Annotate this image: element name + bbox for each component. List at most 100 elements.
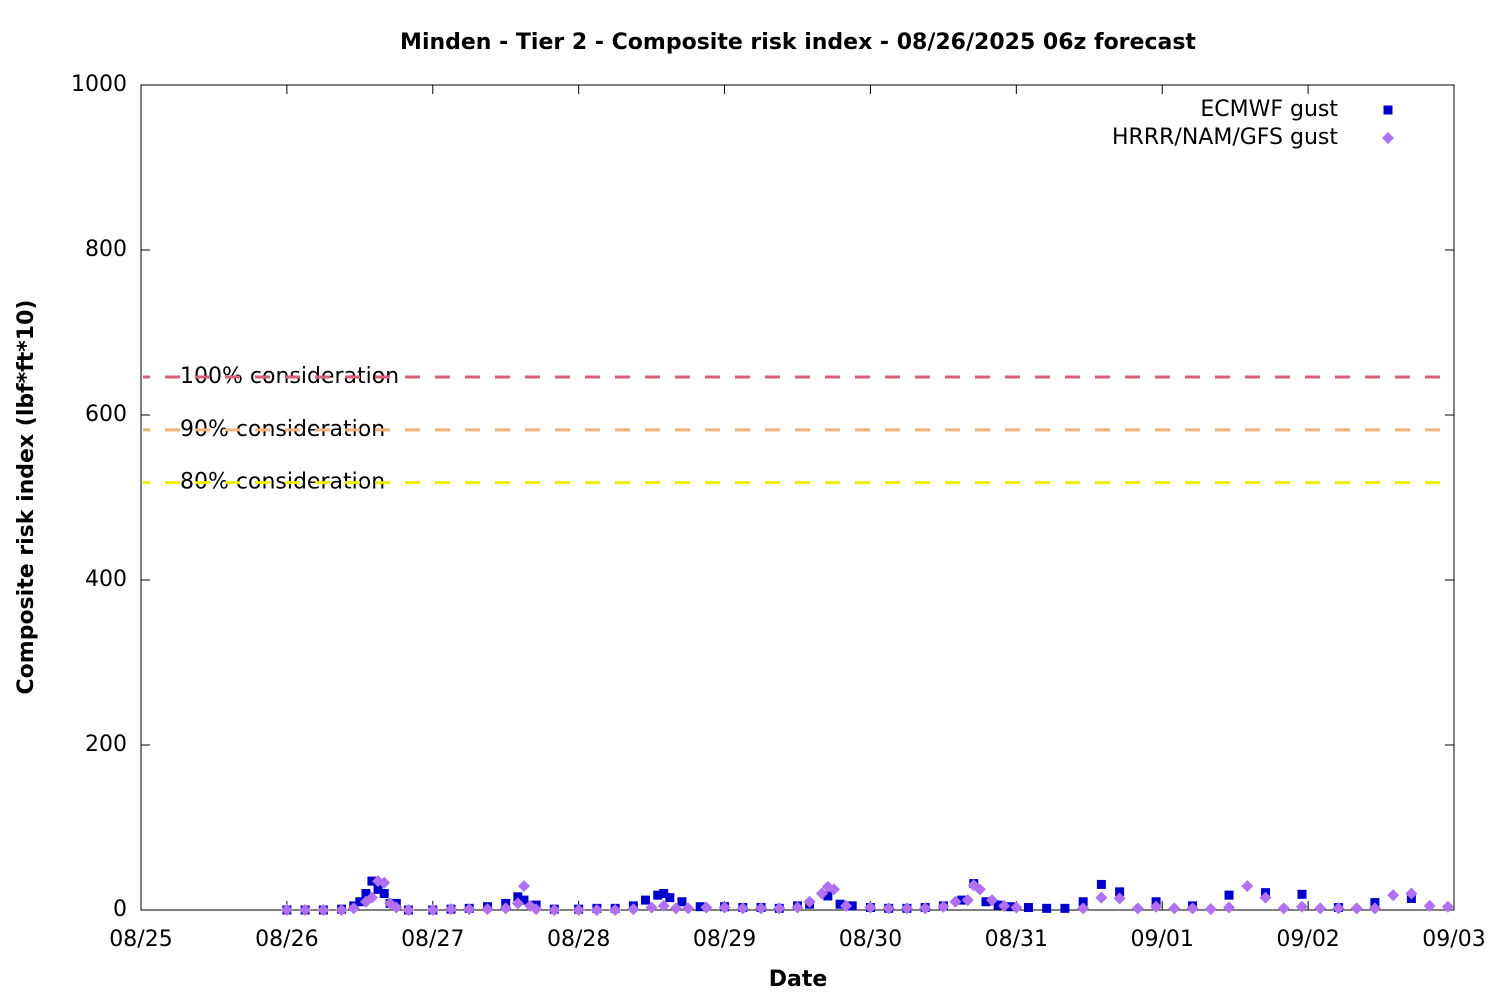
data-point <box>957 895 967 905</box>
y-tick-label: 200 <box>85 732 127 757</box>
data-point <box>1223 901 1236 914</box>
x-tick-label: 09/02 <box>1276 927 1339 952</box>
data-point <box>548 904 561 916</box>
chart-title: Minden - Tier 2 - Composite risk index -… <box>400 30 1196 55</box>
data-point <box>1095 891 1108 904</box>
data-point <box>718 901 731 914</box>
data-point <box>463 903 476 916</box>
data-point <box>373 884 383 894</box>
data-point <box>682 902 695 915</box>
data-point <box>379 889 389 898</box>
data-point <box>827 883 840 896</box>
x-tick-label: 08/27 <box>401 927 464 952</box>
data-point <box>1042 903 1052 913</box>
data-point <box>645 901 658 914</box>
data-point <box>1168 902 1181 915</box>
x-tick-label: 08/31 <box>985 927 1048 952</box>
data-point <box>627 903 640 916</box>
y-tick-label: 600 <box>85 402 127 427</box>
x-tick-label: 08/29 <box>693 927 756 952</box>
data-point <box>1368 902 1381 915</box>
data-point <box>840 899 853 912</box>
data-point <box>590 904 603 916</box>
data-point <box>1010 901 1023 914</box>
data-point <box>1186 902 1199 915</box>
data-point <box>659 889 669 898</box>
data-point <box>1113 892 1126 905</box>
x-tick-label: 09/03 <box>1422 927 1485 952</box>
data-point <box>572 904 585 916</box>
x-axis-label: Date <box>769 967 828 992</box>
data-point <box>1259 891 1272 904</box>
legend-label: ECMWF gust <box>1200 97 1338 122</box>
data-point <box>653 890 663 900</box>
data-point <box>367 876 377 886</box>
data-point <box>1441 900 1454 913</box>
y-tick-label: 800 <box>85 237 127 262</box>
legend-label: HRRR/NAM/GFS gust <box>1112 125 1338 150</box>
data-point <box>1350 902 1363 915</box>
data-point <box>426 904 439 916</box>
data-point <box>361 889 371 898</box>
data-point <box>499 902 512 915</box>
data-point <box>700 901 713 914</box>
data-point <box>847 901 857 911</box>
legend-marker <box>1382 132 1394 144</box>
data-point <box>1150 900 1163 913</box>
data-point <box>519 895 529 905</box>
data-point <box>1332 902 1345 915</box>
x-tick-label: 09/01 <box>1131 927 1194 952</box>
data-point <box>355 897 365 907</box>
y-tick-label: 400 <box>85 567 127 592</box>
x-tick-label: 08/28 <box>547 927 610 952</box>
data-point <box>1060 903 1070 913</box>
data-point <box>1405 887 1418 900</box>
data-point <box>280 904 293 916</box>
data-point <box>736 902 749 915</box>
data-point <box>1115 887 1125 897</box>
data-point <box>1387 889 1400 902</box>
data-point <box>365 891 378 904</box>
data-point <box>317 904 330 916</box>
data-point <box>665 893 675 903</box>
data-point <box>390 901 403 914</box>
data-point <box>1078 897 1088 907</box>
data-point <box>773 902 786 915</box>
data-point <box>530 903 543 916</box>
data-point <box>998 899 1011 912</box>
data-point <box>900 902 913 915</box>
data-point <box>981 897 991 907</box>
data-point <box>755 902 768 915</box>
y-tick-label: 0 <box>113 897 127 922</box>
data-point <box>835 899 845 909</box>
data-point <box>937 900 950 913</box>
data-point <box>1277 902 1290 915</box>
data-point <box>1314 902 1327 915</box>
data-point <box>1077 902 1090 915</box>
data-point <box>640 895 650 905</box>
y-axis-label: Composite risk index (lbf*ft*10) <box>14 300 39 695</box>
data-point <box>517 880 530 893</box>
data-point <box>1241 880 1254 893</box>
data-point <box>1204 903 1217 916</box>
data-point <box>513 892 523 902</box>
data-point <box>823 891 833 901</box>
data-point <box>511 897 524 910</box>
data-point <box>1131 902 1144 915</box>
data-point <box>695 902 705 912</box>
data-point <box>815 887 828 900</box>
data-point <box>657 899 670 912</box>
data-point <box>803 895 816 908</box>
data-point <box>791 901 804 914</box>
data-point <box>445 903 458 916</box>
data-point <box>1295 900 1308 913</box>
x-tick-label: 08/30 <box>839 927 902 952</box>
data-point <box>1005 902 1015 912</box>
legend-marker <box>1383 105 1393 115</box>
data-point <box>882 902 895 915</box>
data-point <box>669 902 682 915</box>
x-tick-label: 08/26 <box>255 927 318 952</box>
data-point <box>961 894 974 907</box>
